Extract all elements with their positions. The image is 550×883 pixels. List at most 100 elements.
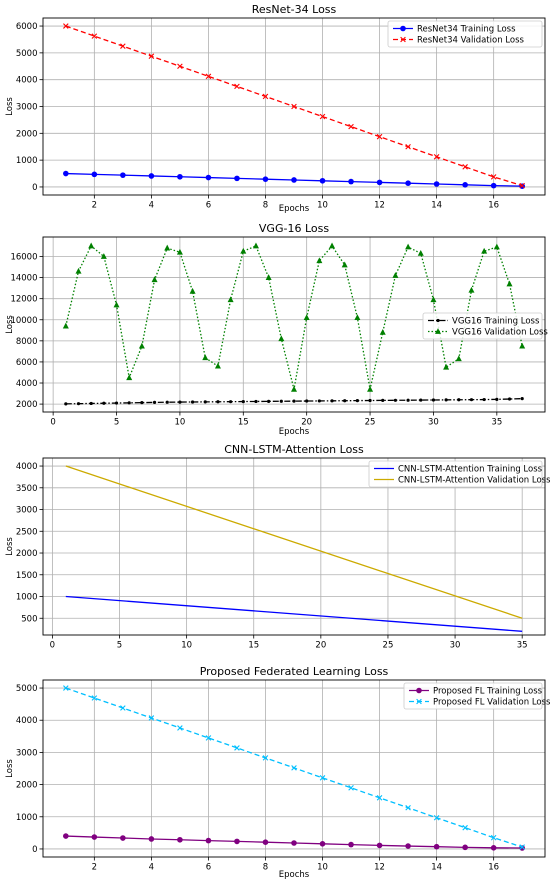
data-point bbox=[506, 280, 513, 287]
data-point bbox=[291, 385, 297, 392]
data-point bbox=[148, 715, 155, 721]
chart-panel-1: 2 4 6 8 10 12 14 16 0 1000 2000 3000 4000 5000 6000 Res… bbox=[5, 3, 546, 214]
data-point-stroke bbox=[63, 685, 69, 691]
data-point bbox=[177, 173, 183, 180]
data-point bbox=[417, 249, 424, 256]
data-point bbox=[265, 274, 272, 280]
data-point bbox=[120, 43, 126, 49]
data-point bbox=[348, 841, 354, 848]
data-point-stroke bbox=[234, 83, 240, 90]
data-point bbox=[152, 400, 157, 405]
data-point bbox=[91, 33, 98, 39]
x-tick-label: 20 bbox=[301, 418, 312, 428]
data-point bbox=[127, 401, 131, 405]
y-tick-label: 8000 bbox=[16, 337, 38, 347]
x-tick-label: 15 bbox=[238, 418, 249, 428]
data-point bbox=[303, 314, 310, 321]
data-point bbox=[393, 398, 398, 402]
legend-label: VGG16 Training Loss bbox=[452, 317, 540, 327]
data-point bbox=[481, 247, 488, 254]
data-point-stroke bbox=[148, 53, 155, 60]
data-point bbox=[205, 73, 212, 80]
legend-marker bbox=[400, 25, 406, 32]
data-point bbox=[63, 833, 69, 839]
x-tick-label: 10 bbox=[174, 418, 185, 428]
x-tick-label: 25 bbox=[383, 641, 394, 651]
data-point bbox=[178, 400, 182, 404]
data-point bbox=[203, 400, 207, 404]
series-line bbox=[65, 465, 523, 619]
legend-box bbox=[387, 20, 543, 48]
data-point-stroke bbox=[177, 63, 183, 70]
data-point bbox=[482, 397, 486, 402]
data-point-stroke bbox=[262, 755, 269, 761]
data-point bbox=[405, 804, 411, 811]
y-tick-label: 14000 bbox=[10, 274, 37, 284]
data-point bbox=[405, 180, 411, 186]
data-point bbox=[267, 399, 271, 403]
y-axis-label: Loss bbox=[5, 759, 15, 778]
x-tick-label: 0 bbox=[50, 641, 55, 651]
y-tick-label: 10000 bbox=[10, 316, 37, 326]
data-point bbox=[406, 398, 410, 402]
data-point bbox=[392, 272, 399, 278]
data-point bbox=[430, 296, 437, 303]
data-point bbox=[376, 133, 383, 140]
data-point bbox=[291, 840, 297, 846]
data-point-stroke bbox=[319, 775, 326, 781]
data-point-stroke bbox=[519, 182, 525, 189]
x-tick-label: 10 bbox=[317, 201, 328, 211]
data-point bbox=[138, 342, 145, 349]
y-tick-label: 16000 bbox=[10, 253, 37, 263]
data-point-stroke bbox=[519, 844, 525, 850]
data-point bbox=[262, 93, 269, 100]
data-point-stroke bbox=[433, 153, 440, 160]
y-tick-label: 2000 bbox=[16, 781, 38, 791]
x-tick-label: 14 bbox=[431, 863, 442, 873]
data-point-stroke bbox=[205, 73, 212, 80]
data-point bbox=[291, 103, 297, 110]
legend-marker bbox=[436, 318, 440, 323]
data-point bbox=[63, 685, 69, 691]
data-point bbox=[63, 170, 69, 177]
data-point-stroke bbox=[91, 695, 98, 701]
x-tick-label: 12 bbox=[374, 201, 385, 211]
data-point bbox=[368, 398, 372, 403]
axes-frame bbox=[42, 457, 546, 636]
chart-panel-4: 2 4 6 8 10 12 14 16 0 1000 2000 3000 4000 5000 Propose… bbox=[5, 665, 550, 880]
y-tick-label: 1000 bbox=[16, 813, 38, 823]
data-point bbox=[63, 23, 69, 29]
data-point bbox=[443, 363, 450, 370]
x-tick-label: 25 bbox=[365, 418, 376, 428]
data-point-stroke bbox=[120, 43, 126, 49]
data-point bbox=[433, 843, 440, 850]
data-point bbox=[262, 839, 269, 845]
x-tick-label: 5 bbox=[114, 418, 119, 428]
x-tick-label: 16 bbox=[488, 863, 499, 873]
data-point-stroke bbox=[234, 745, 240, 751]
data-point bbox=[190, 400, 195, 404]
data-point-stroke bbox=[348, 123, 354, 130]
x-tick-label: 10 bbox=[181, 641, 192, 651]
data-point bbox=[376, 179, 383, 186]
legend: CNN-LSTM-Attention Training LossCNN-LSTM… bbox=[368, 460, 550, 488]
data-point bbox=[64, 402, 68, 406]
x-tick-label: 4 bbox=[149, 863, 154, 873]
data-point bbox=[254, 399, 258, 404]
y-tick-label: 4000 bbox=[16, 462, 38, 472]
x-tick-label: 2 bbox=[92, 201, 97, 211]
data-point bbox=[229, 400, 233, 404]
legend-label: CNN-LSTM-Attention Validation Loss bbox=[398, 476, 550, 486]
data-point bbox=[329, 242, 336, 249]
data-point-stroke bbox=[462, 824, 468, 831]
data-point bbox=[91, 171, 98, 178]
data-point-stroke bbox=[148, 715, 155, 721]
legend-box bbox=[422, 312, 543, 340]
data-point bbox=[241, 399, 245, 404]
y-tick-label: 1000 bbox=[16, 593, 38, 603]
data-point bbox=[433, 181, 440, 187]
data-point bbox=[89, 401, 93, 406]
